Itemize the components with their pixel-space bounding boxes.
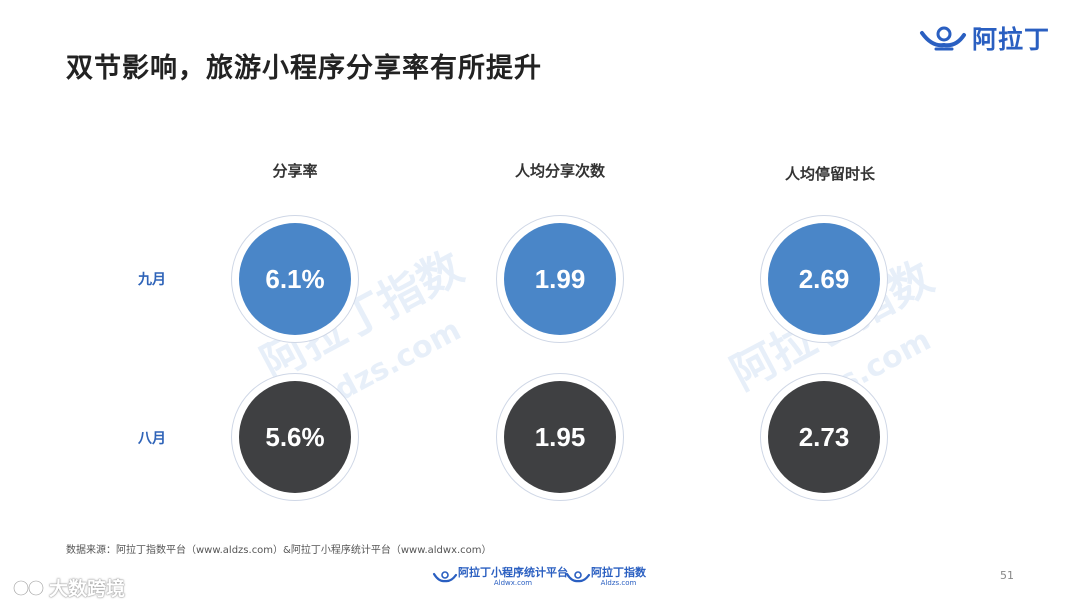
corner-brand-text: 大数跨境 (49, 578, 126, 600)
page-number: 51 (1000, 569, 1014, 582)
metric-circle: 2.73 (760, 373, 888, 501)
footer-logo-aldzs: 阿拉丁指数 Aldzs.com (565, 567, 646, 587)
metric-circle: 1.95 (496, 373, 624, 501)
footer-logo-title: 阿拉丁小程序统计平台 (458, 566, 568, 579)
row-label-september: 九月 (138, 272, 166, 288)
metric-circle: 6.1% (231, 215, 359, 343)
data-source-note: 数据来源：阿拉丁指数平台（www.aldzs.com）&阿拉丁小程序统计平台（w… (66, 545, 492, 556)
footer-logo-title: 阿拉丁指数 (591, 566, 646, 579)
page-title: 双节影响，旅游小程序分享率有所提升 (66, 53, 542, 84)
footer-logos: 阿拉丁小程序统计平台 Aldwx.com 阿拉丁指数 Aldzs.com (0, 565, 1080, 595)
metric-value: 6.1% (239, 223, 351, 335)
genie-lamp-icon (920, 26, 966, 51)
footer-logo-domain: Aldwx.com (493, 579, 533, 587)
metric-value: 2.69 (768, 223, 880, 335)
metric-value: 5.6% (239, 381, 351, 493)
aladdin-logo: 阿拉丁 (918, 20, 1050, 56)
metric-circle: 1.99 (496, 215, 624, 343)
metric-value: 1.99 (504, 223, 616, 335)
column-header-avg-stay-duration: 人均停留时长 (784, 165, 875, 183)
genie-lamp-icon (565, 571, 591, 583)
metric-circle: 5.6% (231, 373, 359, 501)
row-label-august: 八月 (138, 431, 166, 447)
column-header-shares-per-user: 人均分享次数 (514, 162, 605, 180)
metric-circle: 2.69 (760, 215, 888, 343)
metric-value: 2.73 (768, 381, 880, 493)
footer-logo-aldwx: 阿拉丁小程序统计平台 Aldwx.com (432, 567, 568, 587)
genie-lamp-icon (432, 571, 458, 583)
metric-value: 1.95 (504, 381, 616, 493)
brand-mark-icon (12, 579, 45, 596)
logo-text: 阿拉丁 (972, 25, 1051, 54)
corner-brand-watermark: 大数跨境 (12, 574, 125, 601)
column-header-share-rate: 分享率 (272, 162, 318, 180)
footer-logo-domain: Aldzs.com (600, 579, 637, 587)
